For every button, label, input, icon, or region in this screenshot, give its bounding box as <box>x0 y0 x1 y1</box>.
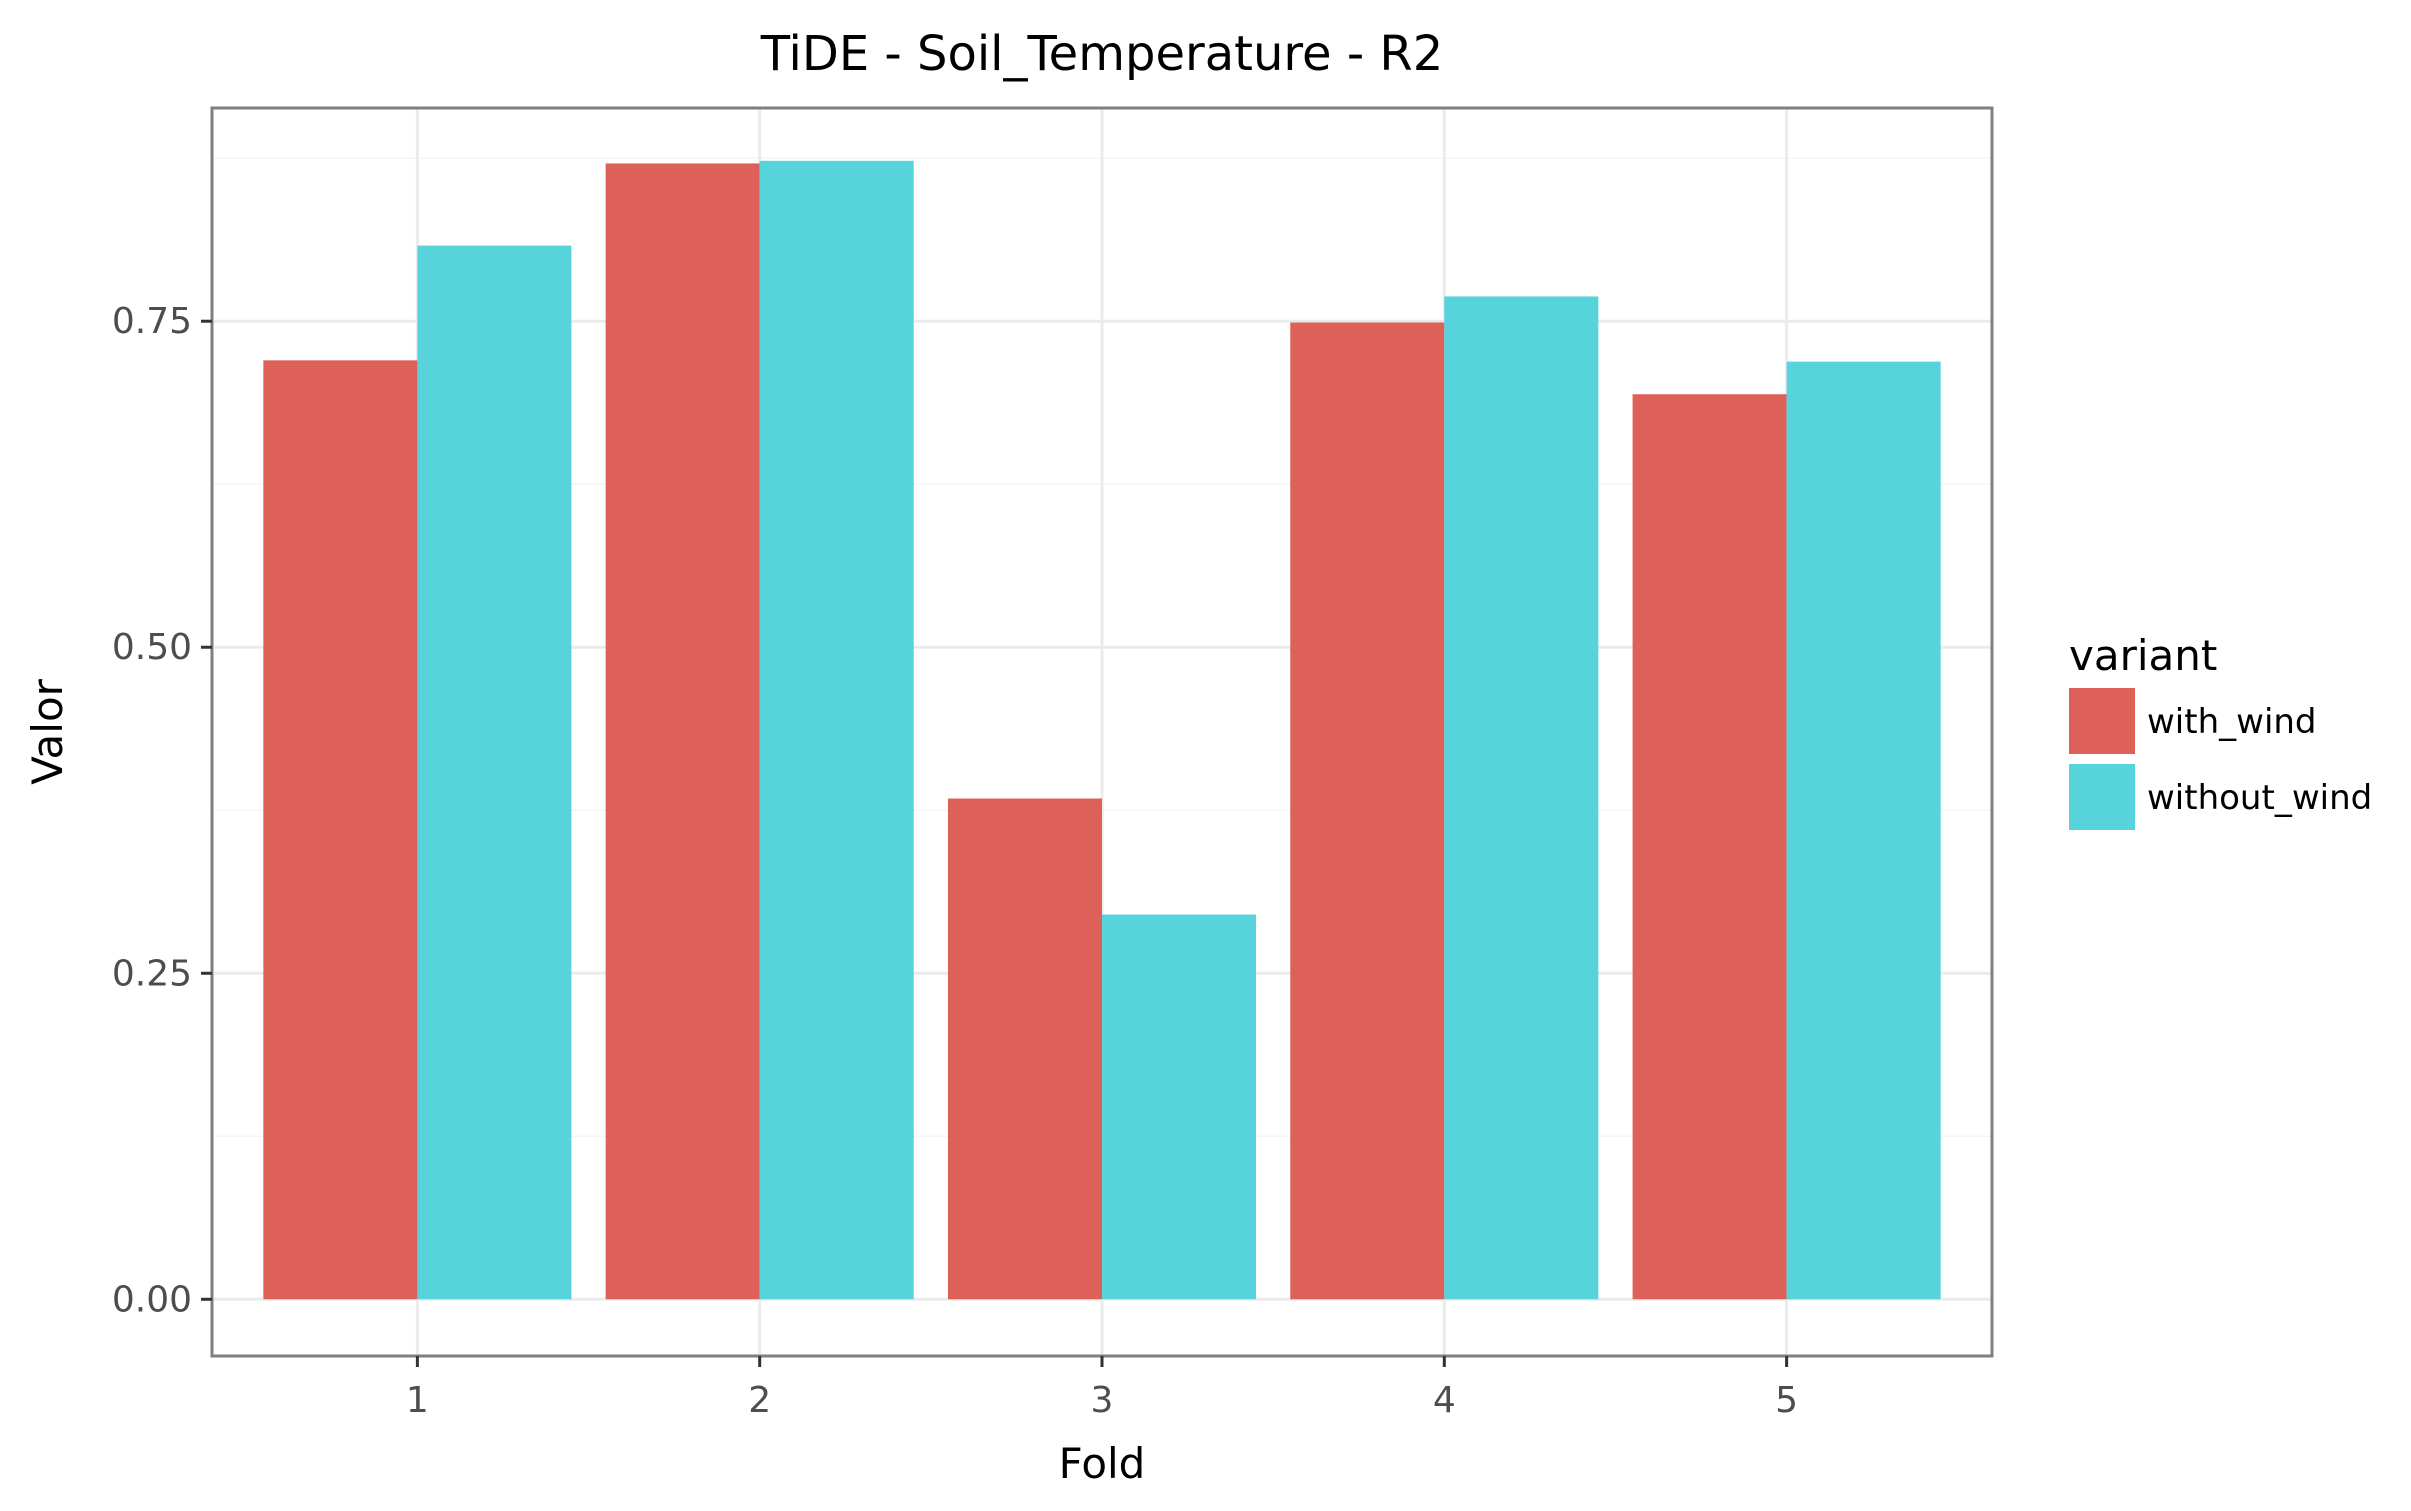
x-tick-label: 3 <box>1091 1380 1114 1421</box>
legend-label-without_wind: without_wind <box>2147 778 2372 818</box>
x-tick-label: 2 <box>748 1380 771 1421</box>
legend-items: with_wind without_wind <box>2069 688 2372 830</box>
chart-title: TiDE - Soil_Temperature - R2 <box>760 26 1444 82</box>
y-tick-label: 0.00 <box>112 1279 192 1320</box>
legend: variant with_wind without_wind <box>2069 631 2372 830</box>
bar-without_wind <box>1444 296 1599 1300</box>
bar-with_wind <box>1632 394 1787 1300</box>
x-tick-label: 4 <box>1433 1380 1456 1421</box>
bar-without_wind <box>1102 914 1257 1300</box>
y-tick-label: 0.75 <box>112 301 192 342</box>
bar-with_wind <box>947 798 1102 1300</box>
y-tick-label: 0.50 <box>112 627 192 668</box>
bar-with_wind <box>263 360 418 1300</box>
bar-with_wind <box>605 163 760 1300</box>
legend-title: variant <box>2069 631 2217 680</box>
x-axis-title: Fold <box>1059 1439 1146 1488</box>
bars <box>263 160 1941 1300</box>
x-axis: 1 2 3 4 5 <box>406 1356 1798 1421</box>
bar-without_wind <box>417 245 572 1300</box>
plot-panel <box>210 106 1994 1358</box>
bar-without_wind <box>1786 361 1941 1300</box>
y-axis: 0.00 0.25 0.50 0.75 <box>112 301 212 1320</box>
legend-label-with_wind: with_wind <box>2147 702 2317 742</box>
legend-key-without_wind <box>2069 764 2135 830</box>
x-tick-label: 5 <box>1775 1380 1798 1421</box>
x-tick-label: 1 <box>406 1380 429 1421</box>
y-tick-label: 0.25 <box>112 953 192 994</box>
y-axis-title: Valor <box>23 678 72 785</box>
bar-without_wind <box>759 160 914 1300</box>
legend-key-with_wind <box>2069 688 2135 754</box>
bar-with_wind <box>1290 322 1445 1300</box>
